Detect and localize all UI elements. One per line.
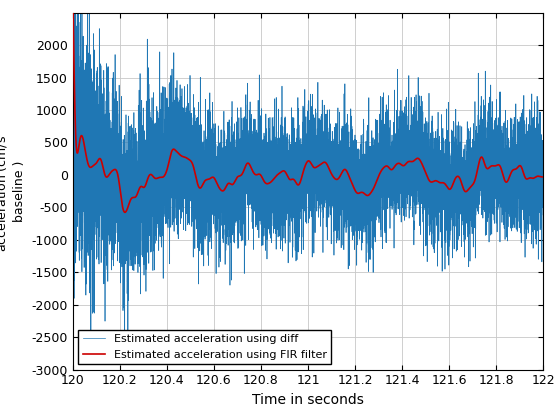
Estimated acceleration using FIR filter: [72, 108, 78, 113]
Estimated acceleration using FIR filter: [162, 172, 169, 177]
Estimated acceleration using FIR filter: [89, 164, 96, 169]
Y-axis label: acceleration (cm/s$^2$
baseline ): acceleration (cm/s$^2$ baseline ): [0, 130, 26, 252]
Estimated acceleration using diff: [72, 257, 78, 262]
Estimated acceleration using diff: [515, 132, 522, 137]
Estimated acceleration using diff: [97, 177, 104, 182]
Estimated acceleration using FIR filter: [300, 171, 306, 176]
Estimated acceleration using diff: [89, 106, 96, 111]
Line: Estimated acceleration using diff: Estimated acceleration using diff: [73, 0, 543, 348]
Estimated acceleration using diff: [122, 345, 128, 350]
Estimated acceleration using FIR filter: [97, 157, 104, 162]
Estimated acceleration using diff: [69, 21, 76, 26]
Estimated acceleration using diff: [162, 161, 169, 166]
Estimated acceleration using diff: [540, 213, 547, 218]
Estimated acceleration using diff: [300, 204, 306, 209]
Estimated acceleration using FIR filter: [122, 210, 128, 215]
Estimated acceleration using FIR filter: [540, 174, 547, 179]
Legend: Estimated acceleration using diff, Estimated acceleration using FIR filter: Estimated acceleration using diff, Estim…: [78, 330, 332, 364]
Line: Estimated acceleration using FIR filter: Estimated acceleration using FIR filter: [73, 0, 543, 213]
Estimated acceleration using FIR filter: [515, 164, 521, 169]
X-axis label: Time in seconds: Time in seconds: [252, 393, 364, 407]
